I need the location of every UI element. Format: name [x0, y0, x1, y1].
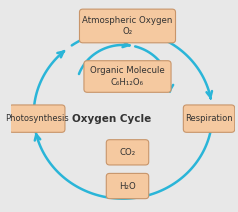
FancyBboxPatch shape — [79, 9, 175, 43]
Text: Photosynthesis: Photosynthesis — [5, 114, 69, 123]
FancyBboxPatch shape — [84, 61, 171, 92]
Text: Organic Molecule
C₆H₁₂O₆: Organic Molecule C₆H₁₂O₆ — [90, 67, 165, 86]
FancyBboxPatch shape — [9, 105, 65, 132]
FancyBboxPatch shape — [106, 173, 149, 199]
Text: Atmospheric Oxygen
O₂: Atmospheric Oxygen O₂ — [82, 16, 173, 36]
Text: Respiration: Respiration — [185, 114, 233, 123]
Text: H₂O: H₂O — [119, 181, 136, 191]
Text: Oxygen Cycle: Oxygen Cycle — [72, 114, 152, 124]
Text: CO₂: CO₂ — [119, 148, 136, 157]
FancyBboxPatch shape — [106, 140, 149, 165]
FancyBboxPatch shape — [183, 105, 235, 132]
